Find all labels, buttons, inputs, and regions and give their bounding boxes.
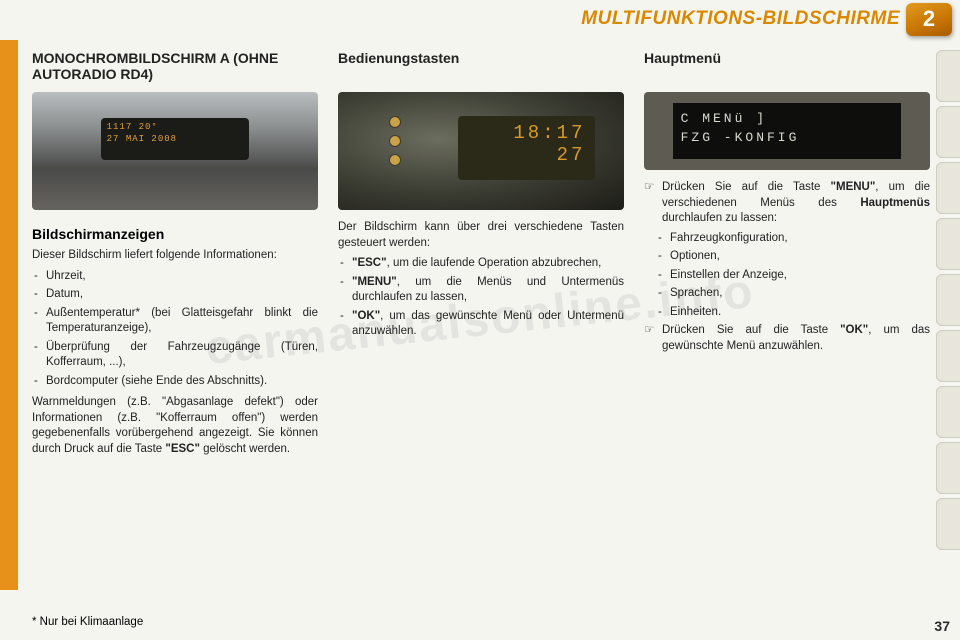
menu-button-icon — [389, 135, 401, 147]
side-tab — [936, 106, 960, 158]
footnote: * Nur bei Klimaanlage — [32, 616, 143, 628]
side-tab — [936, 162, 960, 214]
list-item: Sprachen, — [670, 286, 930, 302]
column-3: Hauptmenü C MENü ] FZG -KONFIG Drücken S… — [644, 50, 930, 630]
side-tab — [936, 386, 960, 438]
col1-heading: MONOCHROMBILDSCHIRM A (OHNE AUTORADIO RD… — [32, 50, 318, 84]
page-number: 37 — [934, 618, 950, 634]
lcd-display-1: 1117 20° 27 MAI 2008 — [101, 118, 250, 160]
lcd3-line1: C MENü ] — [681, 109, 894, 129]
list-item: Einheiten. — [670, 305, 930, 321]
list-item: Einstellen der Anzeige, — [670, 268, 930, 284]
list-item: Datum, — [46, 287, 318, 303]
column-1: MONOCHROMBILDSCHIRM A (OHNE AUTORADIO RD… — [32, 50, 318, 630]
page-header-title: MULTIFUNKTIONS-BILDSCHIRME — [581, 8, 900, 30]
col1-warning-text: Warnmeldungen (z.B. "Abgasanlage defekt"… — [32, 395, 318, 457]
lcd-display-3: C MENü ] FZG -KONFIG — [673, 103, 902, 159]
lcd-display-2: 18:17 27 — [458, 116, 595, 181]
side-tab — [936, 498, 960, 550]
col2-intro: Der Bildschirm kann über drei verschiede… — [338, 220, 624, 251]
side-tab-column — [936, 50, 960, 550]
chapter-badge: 2 — [906, 3, 952, 36]
dashboard-photo-2: 18:17 27 — [338, 92, 624, 210]
list-item: "MENU", um die Menüs und Untermenüs durc… — [352, 275, 624, 306]
ok-button-icon — [389, 154, 401, 166]
esc-button-icon — [389, 116, 401, 128]
side-tab — [936, 442, 960, 494]
lcd2-line1: 18:17 — [468, 122, 585, 144]
lcd3-line2: FZG -KONFIG — [681, 128, 894, 148]
side-tab — [936, 330, 960, 382]
col2-list: "ESC", um die laufende Operation abzubre… — [338, 256, 624, 340]
col3-heading: Hauptmenü — [644, 50, 930, 84]
list-item: Uhrzeit, — [46, 269, 318, 285]
column-2: Bedienungstasten 18:17 27 Der Bildschirm… — [338, 50, 624, 630]
panel-buttons — [389, 116, 401, 166]
col1-list: Uhrzeit, Datum, Außentemperatur* (bei Gl… — [32, 269, 318, 390]
col3-sublist: Fahrzeugkonfiguration, Optionen, Einstel… — [644, 231, 930, 321]
list-item: Überprüfung der Fahrzeugzugänge (Türen, … — [46, 340, 318, 371]
side-tab — [936, 218, 960, 270]
list-item: "OK", um das gewünschte Menü oder Unterm… — [352, 309, 624, 340]
list-item: Bordcomputer (siehe Ende des Abschnitts)… — [46, 374, 318, 390]
list-item: "ESC", um die laufende Operation abzubre… — [352, 256, 624, 272]
col1-subheading: Bildschirmanzeigen — [32, 226, 318, 242]
col1-intro: Dieser Bildschirm liefert folgende Infor… — [32, 248, 318, 264]
dashboard-photo-1: 1117 20° 27 MAI 2008 — [32, 92, 318, 210]
lcd1-line2: 27 MAI 2008 — [107, 134, 244, 146]
side-tab — [936, 50, 960, 102]
list-item: Fahrzeugkonfiguration, — [670, 231, 930, 247]
col2-heading: Bedienungstasten — [338, 50, 624, 84]
lcd2-line2: 27 — [468, 144, 585, 166]
side-tab — [936, 274, 960, 326]
list-item: Optionen, — [670, 249, 930, 265]
step-1: Drücken Sie auf die Taste "MENU", um die… — [644, 180, 930, 227]
step-2: Drücken Sie auf die Taste "OK", um das g… — [644, 323, 930, 354]
left-accent-strip — [0, 40, 18, 590]
dashboard-photo-3: C MENü ] FZG -KONFIG — [644, 92, 930, 170]
list-item: Außentemperatur* (bei Glatteisgefahr bli… — [46, 306, 318, 337]
lcd1-line1: 1117 20° — [107, 122, 244, 134]
